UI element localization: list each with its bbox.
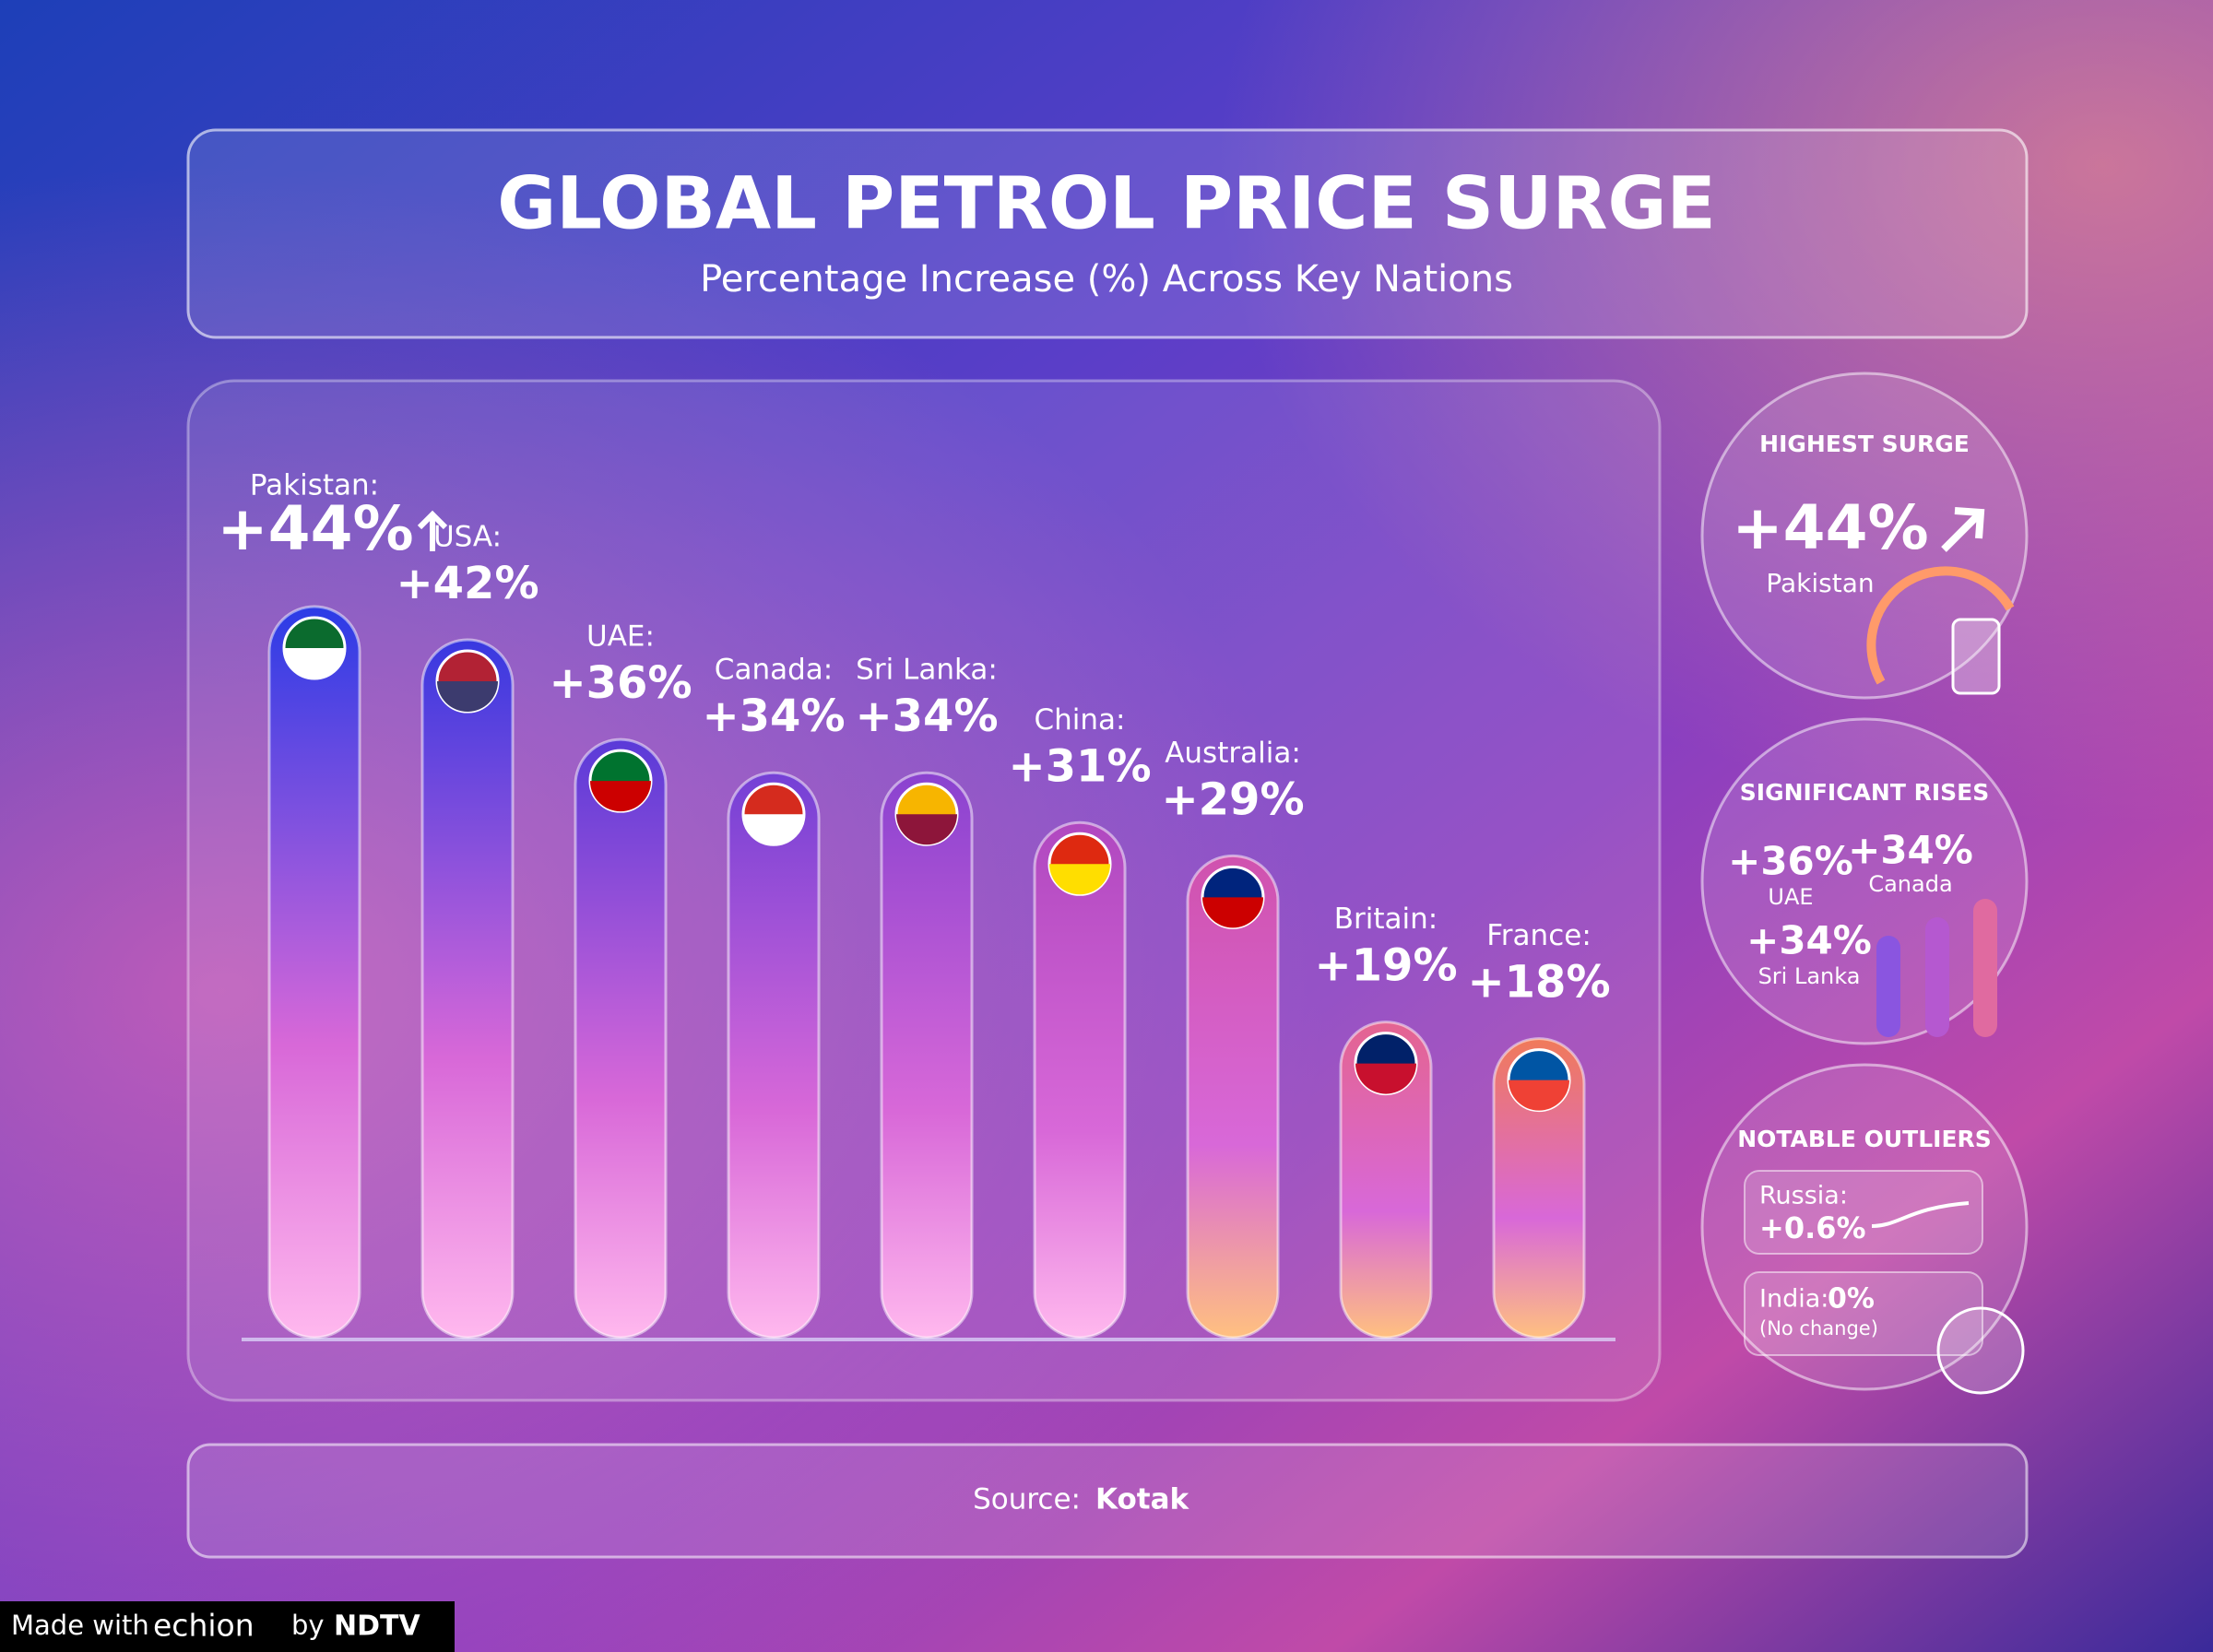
bar (880, 771, 974, 1339)
highlight-value: +34% (1848, 828, 1973, 873)
gauge-icon (1866, 566, 2015, 685)
footer-publisher: NDTV (334, 1611, 420, 1643)
outlier-value: 0% (1828, 1283, 1875, 1316)
value-label: +34% (855, 690, 998, 742)
flag-icon (1355, 1063, 1416, 1094)
flag-icon (896, 814, 957, 845)
highlight-circle (1700, 1063, 2029, 1391)
highlight-value: +36% (1728, 839, 1853, 884)
footer-brand: echion (153, 1608, 254, 1644)
bars: +44%Pakistan:+42%USA:+36%UAE:+34%Canada:… (217, 469, 1611, 1339)
value-label: +34% (702, 690, 845, 742)
source-name: Kotak (1095, 1483, 1190, 1516)
value-label: +36% (549, 657, 692, 709)
flag-icon (284, 648, 345, 678)
category-label: China: (1035, 703, 1126, 737)
bar (1339, 1021, 1433, 1339)
bar (574, 738, 668, 1339)
bar (1492, 1037, 1586, 1339)
category-label: Canada: (715, 654, 833, 687)
arrow-icon (417, 510, 448, 551)
flag-icon (1049, 864, 1110, 895)
category-label: Britain: (1334, 903, 1438, 936)
category-label: UAE: (586, 620, 655, 654)
highlight-title: HIGHEST SURGE (1759, 431, 1970, 457)
outlier-note: (No change) (1759, 1317, 1878, 1339)
value-label: +18% (1467, 957, 1610, 1009)
highlight-country: Canada (1868, 871, 1952, 897)
highlight-country: Pakistan (1766, 568, 1874, 598)
highlight-value: +34% (1746, 918, 1872, 963)
source-panel (186, 1443, 2029, 1559)
bar (267, 605, 361, 1339)
bar (1186, 854, 1280, 1339)
outlier-value: +0.6% (1759, 1210, 1866, 1245)
category-label: France: (1486, 919, 1592, 952)
value-label: +31% (1008, 740, 1151, 792)
highlight-country: UAE (1768, 884, 1813, 910)
title-panel (186, 128, 2029, 339)
bar (420, 638, 515, 1339)
category-label: Sri Lanka: (856, 654, 998, 687)
mini-bar-icon (1973, 899, 1997, 1037)
value-label: +29% (1161, 773, 1304, 825)
highlight-circle (1700, 372, 2029, 700)
pump-icon (1951, 618, 2001, 695)
mini-bar-icon (1925, 917, 1949, 1037)
outlier-card (1744, 1271, 1983, 1356)
footer-text: by (291, 1610, 325, 1641)
chart-subtitle: Percentage Increase (%) Across Key Natio… (700, 258, 1513, 301)
outlier-card (1744, 1170, 1983, 1255)
flag-icon (743, 814, 804, 845)
category-label: Australia: (1165, 737, 1301, 770)
mini-bar-icon (1876, 936, 1900, 1037)
highlight-country: Sri Lanka (1758, 963, 1861, 989)
footer-text: Made with (11, 1610, 149, 1641)
outlier-label: India: (1759, 1285, 1828, 1314)
arrow-icon (1941, 507, 1985, 552)
bar (1033, 820, 1127, 1339)
flag-icon (437, 681, 498, 713)
chart-title: GLOBAL PETROL PRICE SURGE (497, 162, 1716, 245)
value-label: +44% (217, 493, 413, 564)
trend-icon (1871, 1201, 1970, 1228)
bar (727, 771, 821, 1339)
category-label: Pakistan: (250, 469, 379, 502)
flag-icon (1509, 1080, 1569, 1111)
value-label: +42% (396, 558, 538, 609)
category-label: USA: (433, 521, 502, 554)
lock-icon (1936, 1306, 2025, 1395)
outlier-label: Russia: (1759, 1182, 1848, 1210)
flag-icon (590, 781, 651, 812)
source-label: Source: (973, 1483, 1081, 1516)
flag-icon (1202, 897, 1263, 928)
highlight-title: SIGNIFICANT RISES (1740, 779, 1989, 806)
highlight-title: NOTABLE OUTLIERS (1737, 1126, 1992, 1152)
value-label: +19% (1314, 940, 1457, 992)
footer-badge (0, 1601, 455, 1652)
highlight-value: +44% (1732, 492, 1928, 563)
